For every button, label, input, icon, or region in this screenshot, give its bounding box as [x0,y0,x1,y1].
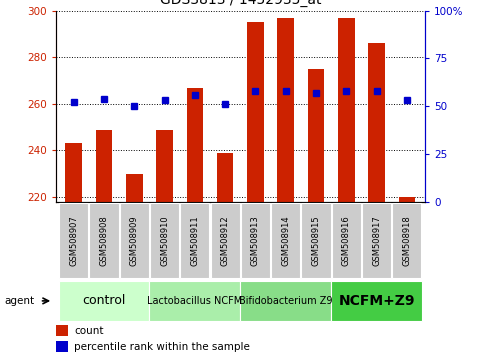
Text: GSM508915: GSM508915 [312,215,321,266]
Text: GSM508907: GSM508907 [69,215,78,266]
FancyBboxPatch shape [180,203,210,278]
Bar [368,43,385,202]
Title: GDS3813 / 1452935_at: GDS3813 / 1452935_at [159,0,321,7]
Bar [126,174,142,202]
Text: GSM508912: GSM508912 [221,215,229,266]
FancyBboxPatch shape [211,203,240,278]
Bar [277,18,294,202]
FancyBboxPatch shape [149,280,241,321]
Bar [308,69,325,202]
Bar [338,18,355,202]
Text: GSM508913: GSM508913 [251,215,260,266]
FancyBboxPatch shape [89,203,118,278]
Text: Bifidobacterium Z9: Bifidobacterium Z9 [239,296,332,306]
Text: control: control [82,295,126,307]
Bar [65,143,82,202]
Text: GSM508909: GSM508909 [130,215,139,266]
FancyBboxPatch shape [241,203,270,278]
Bar [156,130,173,202]
FancyBboxPatch shape [271,203,300,278]
FancyBboxPatch shape [331,280,422,321]
Bar [56,341,69,353]
Text: GSM508910: GSM508910 [160,215,169,266]
FancyBboxPatch shape [362,203,391,278]
Text: percentile rank within the sample: percentile rank within the sample [74,342,250,352]
Text: GSM508916: GSM508916 [342,215,351,266]
Bar [217,153,233,202]
Bar [247,22,264,202]
Bar [56,325,69,336]
Text: GSM508914: GSM508914 [281,215,290,266]
Text: GSM508917: GSM508917 [372,215,381,266]
FancyBboxPatch shape [332,203,361,278]
FancyBboxPatch shape [150,203,179,278]
Text: GSM508918: GSM508918 [402,215,412,266]
FancyBboxPatch shape [120,203,149,278]
Text: GSM508911: GSM508911 [190,215,199,266]
Text: Lactobacillus NCFM: Lactobacillus NCFM [147,296,242,306]
Text: count: count [74,326,103,336]
FancyBboxPatch shape [59,203,88,278]
Bar [96,130,113,202]
Bar [398,197,415,202]
Text: NCFM+Z9: NCFM+Z9 [338,294,415,308]
FancyBboxPatch shape [58,280,149,321]
Text: agent: agent [5,296,35,306]
FancyBboxPatch shape [301,203,330,278]
FancyBboxPatch shape [392,203,421,278]
Text: GSM508908: GSM508908 [99,215,109,266]
FancyBboxPatch shape [241,280,331,321]
Bar [186,87,203,202]
